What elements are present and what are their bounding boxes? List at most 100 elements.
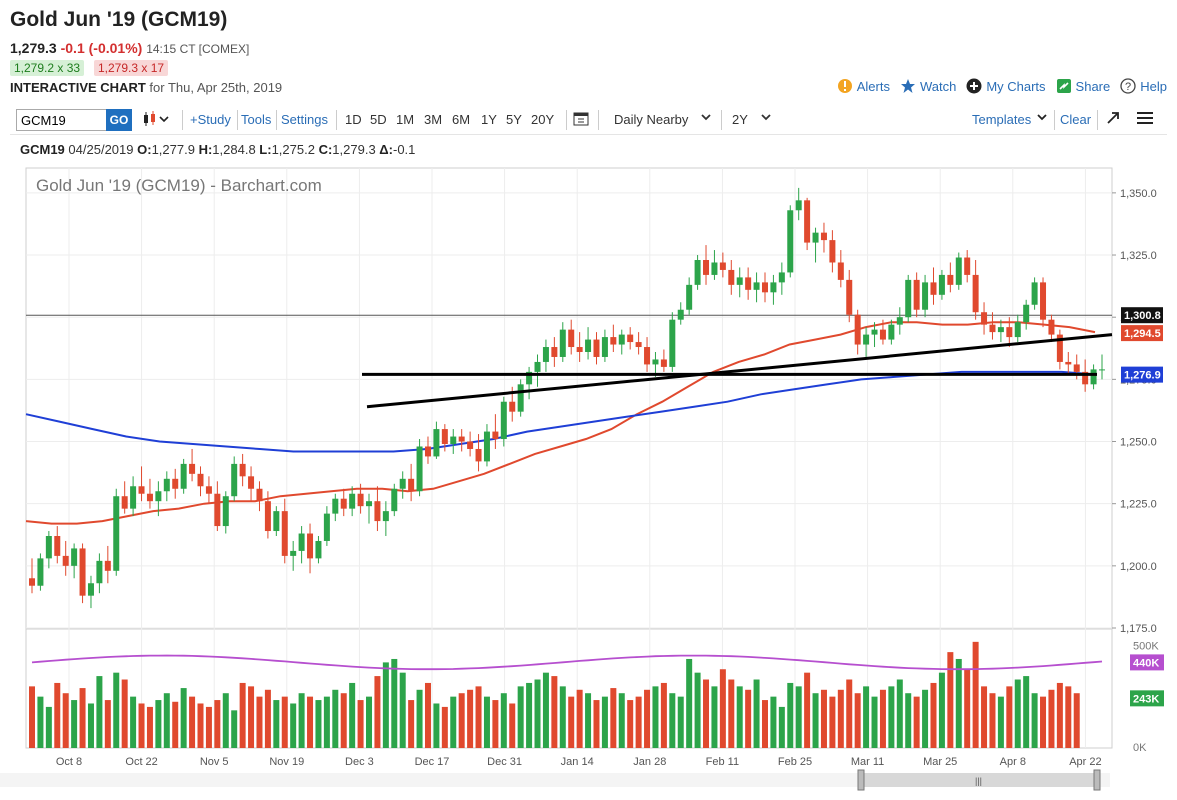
toolbar-divider: [182, 110, 183, 130]
volume-bar: [62, 693, 69, 748]
volume-bar: [635, 696, 642, 748]
tools-button[interactable]: Tools: [241, 112, 272, 127]
volume-bar: [568, 696, 575, 748]
templates-button[interactable]: Templates: [972, 112, 1032, 127]
volume-bar: [357, 700, 364, 748]
volume-bar: [239, 682, 246, 748]
candle-body: [416, 446, 423, 492]
volume-bar: [517, 686, 524, 748]
volume-bar: [256, 696, 263, 748]
chevron-down-icon[interactable]: [760, 111, 772, 126]
volume-bar: [1065, 686, 1072, 748]
volume-bar: [930, 682, 937, 748]
watch-link[interactable]: Watch: [900, 78, 956, 94]
volume-ma-label-bg: [1130, 654, 1164, 671]
candle-body: [820, 232, 827, 241]
volume-bar: [804, 672, 811, 748]
candle-type-icon[interactable]: [142, 110, 172, 131]
candle-body: [736, 277, 743, 285]
period-1m[interactable]: 1M: [396, 112, 415, 127]
candle-body: [1048, 319, 1055, 335]
volume-bar: [450, 696, 457, 748]
volume-bar: [441, 706, 448, 748]
candle-body: [1056, 334, 1063, 362]
candle-body: [248, 476, 255, 489]
range-select[interactable]: 2Y: [732, 112, 748, 127]
share-label: Share: [1075, 78, 1111, 94]
period-5d[interactable]: 5D: [370, 112, 387, 127]
period-1y[interactable]: 1Y: [481, 112, 497, 127]
volume-bar: [130, 696, 137, 748]
clear-button[interactable]: Clear: [1060, 112, 1092, 127]
period-5y[interactable]: 5Y: [506, 112, 522, 127]
volume-bar: [155, 700, 162, 748]
volume-bar: [492, 700, 499, 748]
volume-bar: [703, 679, 710, 748]
toolbar-divider: [566, 110, 567, 130]
candle-body: [635, 342, 642, 348]
menu-icon[interactable]: [1137, 111, 1153, 128]
x-tick-label: Dec 31: [487, 756, 522, 768]
candle-body: [677, 309, 684, 320]
candle-body: [610, 337, 617, 345]
price-chart[interactable]: Gold Jun '19 (GCM19) - Barchart.com 1,35…: [0, 160, 1177, 800]
share-link[interactable]: Share: [1056, 78, 1111, 94]
candle-body: [45, 536, 52, 559]
candle-body: [391, 488, 398, 512]
volume-bar: [795, 686, 802, 748]
volume-bar: [146, 706, 153, 748]
candle-body: [256, 488, 263, 502]
calendar-icon[interactable]: [573, 110, 589, 129]
volume-bar: [618, 693, 625, 748]
my-charts-link[interactable]: My Charts: [966, 78, 1046, 94]
volume-bar: [467, 689, 474, 748]
candle-body: [1031, 282, 1038, 305]
candle-body: [323, 513, 330, 541]
candle-body: [686, 284, 693, 310]
period-6m[interactable]: 6M: [452, 112, 471, 127]
candle-body: [205, 486, 212, 494]
candle-body: [854, 314, 861, 345]
study-button[interactable]: +Study: [190, 112, 231, 127]
volume-bar: [1048, 689, 1055, 748]
period-3m[interactable]: 3M: [424, 112, 443, 127]
volume-bar: [399, 672, 406, 748]
draw-arrow-icon[interactable]: [1106, 111, 1120, 128]
x-tick-label: Apr 8: [1000, 756, 1026, 768]
x-tick-label: Oct 8: [56, 756, 82, 768]
help-link[interactable]: ? Help: [1120, 78, 1167, 94]
candle-body: [728, 269, 735, 285]
settings-button[interactable]: Settings: [281, 112, 328, 127]
toolbar-divider: [598, 110, 599, 130]
volume-bar: [761, 700, 768, 748]
period-1d[interactable]: 1D: [345, 112, 362, 127]
volume-bar: [787, 682, 794, 748]
volume-bar: [104, 700, 111, 748]
volume-bar: [559, 686, 566, 748]
candle-body: [627, 334, 634, 343]
chevron-down-icon[interactable]: [700, 111, 712, 126]
period-20y[interactable]: 20Y: [531, 112, 555, 127]
candle-body: [349, 493, 356, 509]
volume-bar: [837, 689, 844, 748]
toolbar-divider: [721, 110, 722, 130]
volume-bar: [854, 693, 861, 748]
go-button[interactable]: GO: [106, 109, 132, 131]
candle-body: [264, 501, 271, 532]
candle-body: [146, 493, 153, 502]
alerts-link[interactable]: Alerts: [837, 78, 890, 94]
volume-bar: [905, 693, 912, 748]
symbol-input[interactable]: [16, 109, 112, 131]
volume-bar: [1006, 686, 1013, 748]
ohlc-high-label: H:: [198, 142, 213, 157]
volume-bar: [273, 700, 280, 748]
volume-bar: [753, 679, 760, 748]
volume-bar: [610, 688, 617, 748]
candle-body: [795, 200, 802, 211]
time-scrollbar[interactable]: |||: [0, 769, 1110, 791]
candle-body: [315, 540, 322, 559]
daily-nearby-select[interactable]: Daily Nearby: [614, 112, 689, 127]
chevron-down-icon[interactable]: [1036, 111, 1048, 126]
y-tick-label: 1,200.0: [1120, 561, 1157, 573]
candle-body: [711, 262, 718, 275]
